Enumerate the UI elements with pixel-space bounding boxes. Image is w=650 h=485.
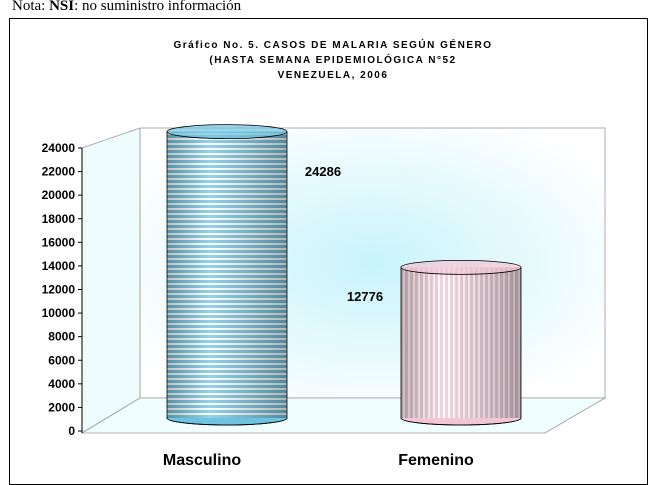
y-tick-label: 20000	[42, 188, 76, 202]
y-tick-label: 16000	[42, 235, 76, 249]
bar-outline	[400, 267, 522, 426]
side-wall	[81, 127, 141, 434]
plot	[166, 124, 522, 426]
note: Nota: NSI: no suministro información	[12, 0, 242, 14]
bar-shade	[167, 131, 287, 419]
value-label: 12776	[347, 289, 383, 304]
y-tick-label: 14000	[42, 259, 76, 273]
cylinder-top	[166, 124, 288, 140]
x-tick-label: Masculino	[163, 452, 241, 469]
y-tick-label: 4000	[48, 377, 75, 391]
value-label: 24286	[305, 164, 341, 179]
floor	[80, 397, 607, 434]
y-tick-label: 0	[68, 424, 75, 438]
y-tick-label: 22000	[42, 165, 76, 179]
y-tick-label: 8000	[48, 330, 75, 344]
y-tick-label: 10000	[42, 306, 76, 320]
x-tick-label: Femenino	[398, 452, 474, 469]
chart-title: Gráfico No. 5. CASOS DE MALARIA SEGÚN GÉ…	[174, 38, 493, 51]
bar-shade	[401, 267, 521, 418]
y-tick-label: 18000	[42, 212, 76, 226]
y-tick-label: 2000	[48, 400, 75, 414]
chart-title: VENEZUELA, 2006	[278, 70, 389, 81]
y-tick-label: 6000	[48, 353, 75, 367]
chart-title: (HASTA SEMANA EPIDEMIOLÓGICA N°52	[209, 53, 456, 66]
cylinder-top	[400, 259, 522, 275]
bar-outline	[166, 131, 288, 426]
y-tick-label: 24000	[42, 141, 76, 155]
y-tick-label: 12000	[42, 283, 76, 297]
